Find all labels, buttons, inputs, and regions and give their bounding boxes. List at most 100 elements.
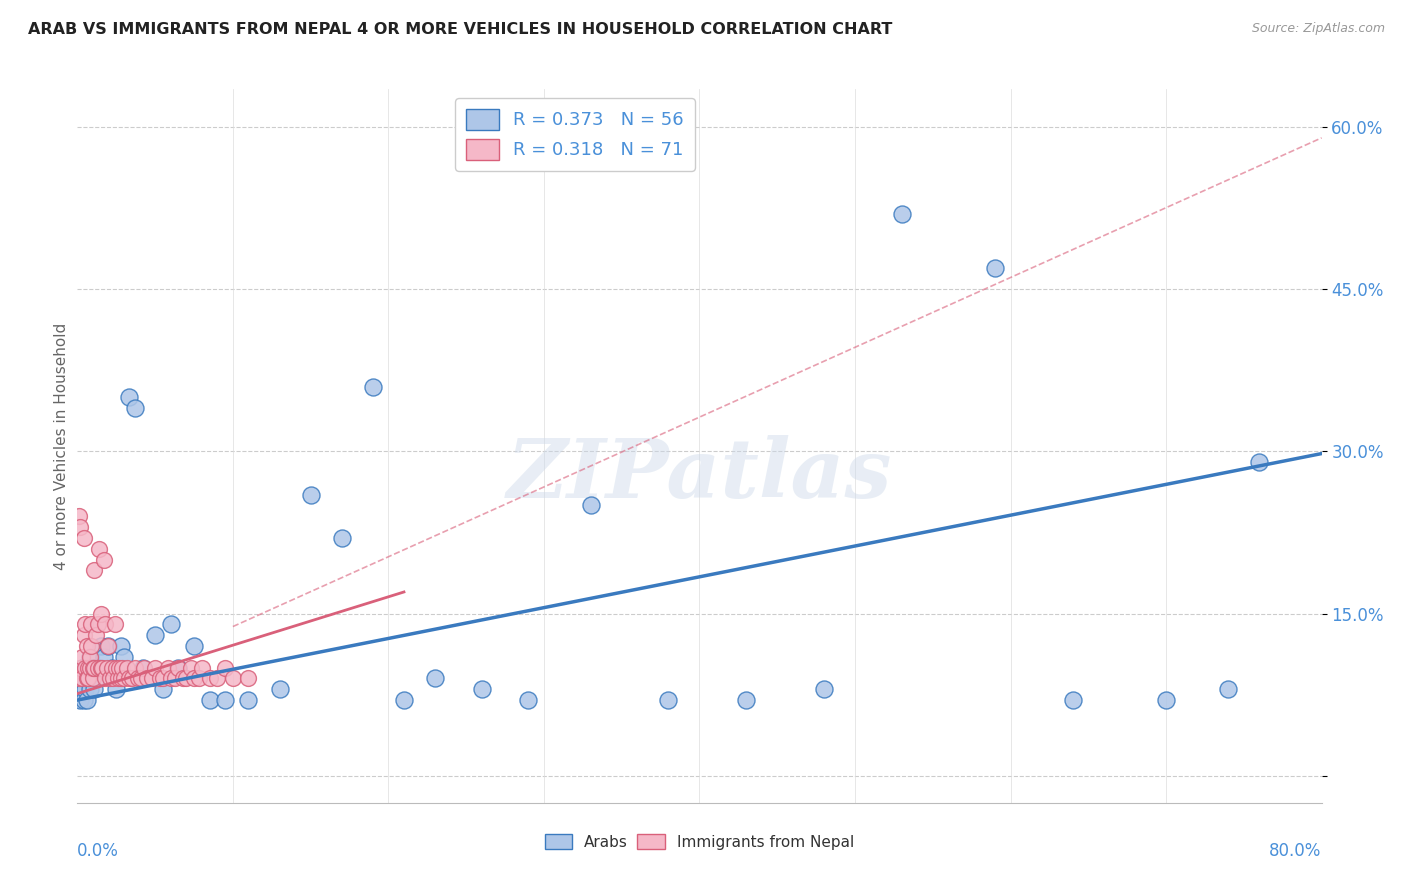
Point <box>80 617 103 632</box>
Point <box>517 693 540 707</box>
Point <box>112 649 135 664</box>
Text: ZIPatlas: ZIPatlas <box>506 434 893 515</box>
Point <box>75 682 97 697</box>
Point <box>813 682 835 697</box>
Point <box>110 639 132 653</box>
Point <box>149 672 172 686</box>
Point <box>112 672 135 686</box>
Point <box>83 660 105 674</box>
Point <box>183 639 205 653</box>
Point <box>392 693 415 707</box>
Point <box>361 379 384 393</box>
Point <box>101 672 124 686</box>
Point <box>890 206 912 220</box>
Point <box>75 660 97 674</box>
Y-axis label: 4 or more Vehicles in Household: 4 or more Vehicles in Household <box>53 322 69 570</box>
Point <box>984 260 1007 275</box>
Point <box>77 660 100 674</box>
Point <box>121 672 143 686</box>
Point <box>187 672 209 686</box>
Point <box>83 563 105 577</box>
Point <box>108 660 131 674</box>
Point <box>69 660 91 674</box>
Point <box>1249 455 1271 469</box>
Point <box>107 672 129 686</box>
Point <box>167 660 190 674</box>
Point <box>67 509 90 524</box>
Point <box>76 639 98 653</box>
Point <box>183 672 205 686</box>
Point <box>134 660 156 674</box>
Point <box>69 672 91 686</box>
Point <box>76 693 98 707</box>
Point <box>141 672 163 686</box>
Point <box>735 693 758 707</box>
Point <box>174 672 197 686</box>
Point <box>159 672 181 686</box>
Point <box>100 660 122 674</box>
Point <box>69 693 91 707</box>
Point <box>131 660 153 674</box>
Point <box>90 660 112 674</box>
Point <box>79 660 101 674</box>
Point <box>159 617 181 632</box>
Point <box>72 672 94 686</box>
Point <box>207 672 229 686</box>
Point <box>104 617 127 632</box>
Point <box>67 682 90 697</box>
Point <box>72 693 94 707</box>
Point <box>143 628 166 642</box>
Point <box>79 649 101 664</box>
Point <box>75 660 97 674</box>
Point <box>76 672 98 686</box>
Point <box>77 660 100 674</box>
Point <box>77 672 100 686</box>
Point <box>115 660 138 674</box>
Point <box>165 672 187 686</box>
Point <box>105 682 128 697</box>
Point <box>1218 682 1240 697</box>
Point <box>84 628 107 642</box>
Text: Source: ZipAtlas.com: Source: ZipAtlas.com <box>1251 22 1385 36</box>
Point <box>77 672 100 686</box>
Point <box>579 499 602 513</box>
Point <box>129 672 152 686</box>
Point <box>94 672 117 686</box>
Point <box>82 672 104 686</box>
Point <box>152 682 174 697</box>
Point <box>70 660 93 674</box>
Point <box>90 607 112 621</box>
Point <box>180 660 202 674</box>
Point <box>90 639 112 653</box>
Point <box>423 672 446 686</box>
Point <box>124 401 146 416</box>
Point <box>87 541 110 556</box>
Point <box>93 552 115 566</box>
Point <box>143 660 166 674</box>
Point <box>86 617 108 632</box>
Legend: Arabs, Immigrants from Nepal: Arabs, Immigrants from Nepal <box>538 828 860 855</box>
Point <box>214 693 236 707</box>
Point <box>67 672 90 686</box>
Point <box>79 682 101 697</box>
Point <box>100 660 122 674</box>
Text: 0.0%: 0.0% <box>77 842 120 860</box>
Point <box>110 672 132 686</box>
Point <box>70 682 93 697</box>
Point <box>127 672 149 686</box>
Point <box>299 488 322 502</box>
Point <box>98 672 121 686</box>
Point <box>91 660 114 674</box>
Point <box>80 672 103 686</box>
Point <box>70 672 93 686</box>
Point <box>471 682 494 697</box>
Point <box>105 660 128 674</box>
Point <box>111 660 134 674</box>
Point <box>97 639 120 653</box>
Point <box>83 682 105 697</box>
Point <box>75 617 97 632</box>
Point <box>82 660 104 674</box>
Text: 80.0%: 80.0% <box>1270 842 1322 860</box>
Point <box>86 660 108 674</box>
Point <box>238 672 260 686</box>
